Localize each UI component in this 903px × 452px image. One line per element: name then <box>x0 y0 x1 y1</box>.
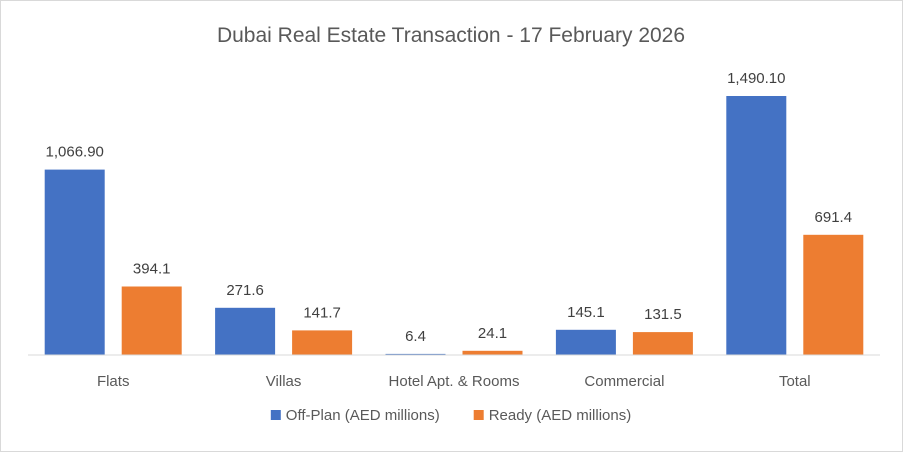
legend-label-ready: Ready (AED millions) <box>489 407 632 424</box>
legend: Off-Plan (AED millions) Ready (AED millio… <box>270 407 632 424</box>
bar-off-plan-villas <box>215 307 276 355</box>
legend-item-off-plan: Off-Plan (AED millions) <box>270 407 440 424</box>
data-label-off-plan-villas: 271.6 <box>226 282 264 299</box>
bar-ready-hotel-apt-rooms <box>462 350 523 355</box>
bar-ready-flats <box>121 286 182 355</box>
data-label-ready-flats: 394.1 <box>133 261 171 278</box>
bar-ready-villas <box>292 330 353 355</box>
legend-swatch-off-plan <box>270 410 281 420</box>
category-labels-layer: Flats Villas Hotel Apt. & Rooms Commercial T… <box>97 373 811 390</box>
category-label-hotel-apt-rooms: Hotel Apt. & Rooms <box>389 373 520 390</box>
data-label-ready-commercial: 131.5 <box>644 306 682 323</box>
bar-off-plan-flats <box>44 169 105 355</box>
category-label-total: Total <box>779 373 811 390</box>
data-label-ready-hotel-apt-rooms: 24.1 <box>478 325 507 342</box>
legend-swatch-ready <box>473 410 484 420</box>
bar-off-plan-total <box>726 96 787 355</box>
data-label-off-plan-commercial: 145.1 <box>567 304 605 321</box>
data-label-off-plan-hotel-apt-rooms: 6.4 <box>405 328 426 345</box>
category-label-villas: Villas <box>266 373 302 390</box>
chart-title: Dubai Real Estate Transaction - 17 Febru… <box>217 24 685 47</box>
data-label-ready-total: 691.4 <box>815 209 853 226</box>
legend-item-ready: Ready (AED millions) <box>473 407 632 424</box>
bar-ready-total <box>803 234 864 355</box>
category-label-flats: Flats <box>97 373 130 390</box>
bar-off-plan-hotel-apt-rooms <box>385 353 446 355</box>
bar-off-plan-commercial <box>555 329 616 355</box>
data-label-off-plan-flats: 1,066.90 <box>46 144 104 161</box>
bar-ready-commercial <box>632 332 693 355</box>
legend-label-off-plan: Off-Plan (AED millions) <box>286 407 440 424</box>
data-labels-layer: 1,066.90 394.1 271.6 141.7 6.4 24.1 145.1 131.5… <box>46 70 853 345</box>
data-label-off-plan-total: 1,490.10 <box>727 70 785 87</box>
category-label-commercial: Commercial <box>584 373 664 390</box>
data-label-ready-villas: 141.7 <box>303 304 341 321</box>
bars-layer <box>44 96 864 355</box>
